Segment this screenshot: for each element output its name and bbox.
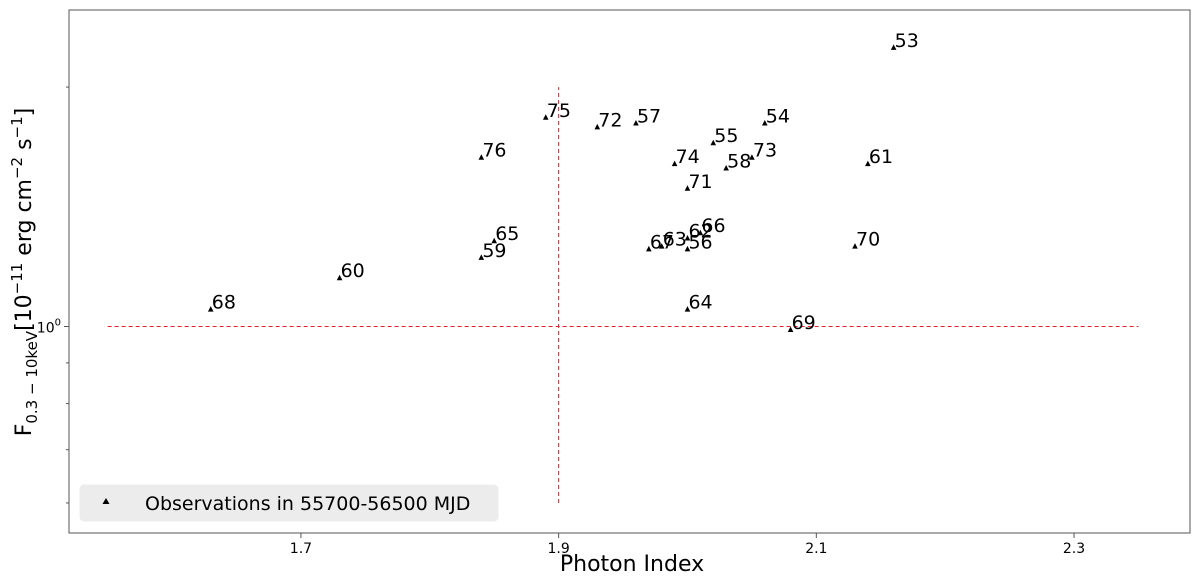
data-label-73: 73 bbox=[753, 140, 777, 162]
data-point-64 bbox=[684, 306, 691, 312]
data-point-73 bbox=[749, 154, 755, 160]
data-label-61: 61 bbox=[869, 146, 893, 168]
data-point-63 bbox=[658, 243, 665, 249]
data-point-59 bbox=[478, 254, 485, 260]
y-axis-title-unit-a: erg cm bbox=[12, 179, 37, 263]
y-axis-title-bracket: [10 bbox=[12, 294, 37, 331]
data-points: 5354555772757674587361716559606867636266… bbox=[207, 30, 919, 334]
y-tick-label: 100 bbox=[37, 317, 61, 336]
data-point-66 bbox=[697, 229, 704, 236]
data-label-76: 76 bbox=[482, 140, 506, 162]
data-point-57 bbox=[633, 119, 639, 126]
data-point-70 bbox=[852, 243, 858, 249]
y-axis-title-unit-b-exp: −1 bbox=[8, 116, 26, 138]
reference-lines bbox=[107, 87, 1139, 503]
data-label-59: 59 bbox=[482, 240, 506, 262]
data-point-61 bbox=[865, 160, 871, 167]
data-point-75 bbox=[542, 114, 549, 120]
plot-frame bbox=[68, 9, 1191, 534]
data-point-53 bbox=[890, 44, 897, 50]
y-axis-title-close: ] bbox=[12, 108, 37, 117]
data-label-70: 70 bbox=[856, 229, 880, 251]
y-axis-title-unit-a-exp: −2 bbox=[8, 157, 26, 179]
x-axis-title: Photon Index bbox=[560, 552, 704, 577]
data-label-60: 60 bbox=[341, 260, 365, 282]
data-label-66: 66 bbox=[701, 215, 725, 237]
legend-label: Observations in 55700-56500 MJD bbox=[145, 493, 470, 515]
data-point-68 bbox=[207, 306, 214, 312]
data-label-58: 58 bbox=[727, 150, 751, 172]
x-axis-ticks: 1.7 1.9 2.1 2.3 bbox=[290, 533, 1085, 557]
data-point-71 bbox=[684, 185, 691, 191]
data-label-64: 64 bbox=[688, 292, 712, 314]
legend-box bbox=[79, 484, 499, 522]
data-label-67: 67 bbox=[650, 231, 674, 253]
data-label-75: 75 bbox=[547, 100, 571, 122]
y-axis-title-unit-b: s bbox=[12, 138, 37, 156]
y-axis-ticks: 100 bbox=[37, 86, 69, 504]
data-label-71: 71 bbox=[688, 171, 712, 193]
data-point-62 bbox=[684, 235, 691, 241]
x-tick-label: 1.7 bbox=[290, 541, 312, 557]
x-tick-label: 1.9 bbox=[547, 541, 569, 557]
data-label-74: 74 bbox=[676, 146, 700, 168]
plot-background bbox=[69, 10, 1190, 533]
y-axis-title: F0.3 − 10keV[10−11 erg cm−2 s−1] bbox=[8, 108, 41, 437]
data-point-55 bbox=[710, 139, 717, 146]
data-point-58 bbox=[723, 164, 729, 171]
data-point-76 bbox=[478, 154, 485, 160]
y-axis-title-subscript: 0.3 − 10keV bbox=[23, 330, 41, 423]
data-label-53: 53 bbox=[895, 30, 919, 52]
data-label-65: 65 bbox=[495, 223, 519, 245]
data-point-74 bbox=[671, 160, 678, 167]
data-point-54 bbox=[761, 119, 768, 126]
data-label-54: 54 bbox=[766, 105, 790, 127]
legend: Observations in 55700-56500 MJD bbox=[79, 484, 499, 522]
data-point-67 bbox=[646, 245, 652, 252]
y-axis-title-main: F bbox=[12, 424, 37, 437]
x-tick-label: 2.3 bbox=[1063, 541, 1085, 557]
data-point-60 bbox=[336, 274, 343, 281]
data-label-55: 55 bbox=[714, 125, 738, 147]
data-label-68: 68 bbox=[212, 292, 236, 314]
data-point-72 bbox=[594, 123, 601, 130]
data-label-72: 72 bbox=[598, 109, 622, 131]
data-label-56: 56 bbox=[688, 231, 712, 253]
y-axis-title-exponent: −11 bbox=[8, 263, 26, 295]
data-point-65 bbox=[491, 237, 498, 244]
data-point-69 bbox=[787, 326, 794, 332]
data-label-57: 57 bbox=[637, 105, 661, 127]
data-point-56 bbox=[684, 245, 691, 252]
x-tick-label: 2.1 bbox=[805, 541, 827, 557]
data-label-63: 63 bbox=[663, 229, 687, 251]
data-label-69: 69 bbox=[792, 312, 816, 334]
legend-marker-triangle-icon bbox=[102, 498, 110, 504]
